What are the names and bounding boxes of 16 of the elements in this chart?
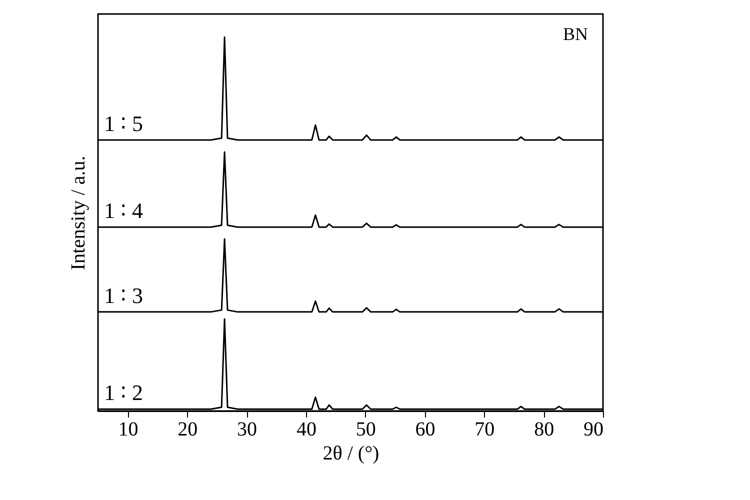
series-label: 1 ∶ 5 <box>104 110 143 136</box>
x-tick-label: 50 <box>356 418 376 440</box>
x-tick-label: 90 <box>584 418 604 440</box>
x-tick-label: 30 <box>237 418 258 440</box>
series-label: 1 ∶ 4 <box>104 198 143 224</box>
series-label: 1 ∶ 3 <box>104 282 143 308</box>
x-tick-label: 40 <box>296 418 316 440</box>
x-tick-label: 10 <box>118 418 138 440</box>
annotation: BN <box>562 24 588 44</box>
x-tick-label: 60 <box>415 418 436 440</box>
series-label: 1 ∶ 2 <box>104 380 143 406</box>
y-axis-title: Intensity / a.u. <box>68 156 90 270</box>
x-tick-label: 20 <box>178 418 198 440</box>
x-tick-label: 70 <box>474 418 495 440</box>
x-tick-label: 80 <box>534 418 554 440</box>
x-axis-title: 2θ / (°) <box>322 442 380 464</box>
